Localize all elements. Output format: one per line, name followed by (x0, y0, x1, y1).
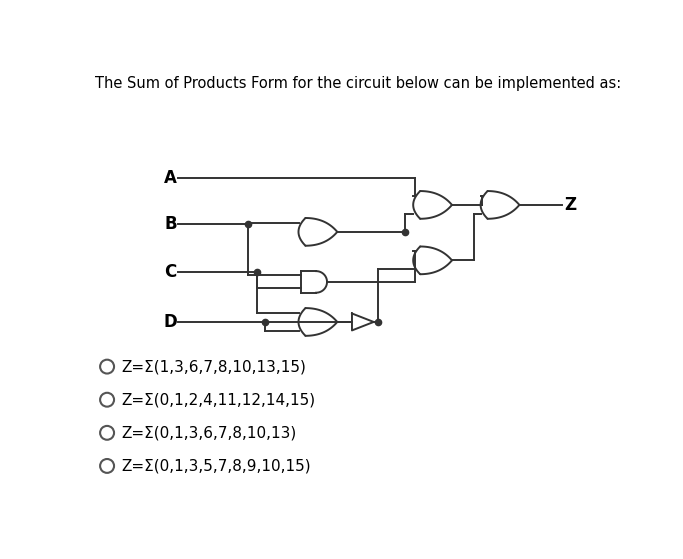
Text: B: B (164, 215, 177, 233)
Text: Z=Σ(0,1,3,5,7,8,9,10,15): Z=Σ(0,1,3,5,7,8,9,10,15) (121, 458, 311, 473)
Text: Z: Z (564, 196, 576, 214)
Text: Z=Σ(0,1,3,6,7,8,10,13): Z=Σ(0,1,3,6,7,8,10,13) (121, 425, 296, 440)
Text: Z=Σ(1,3,6,7,8,10,13,15): Z=Σ(1,3,6,7,8,10,13,15) (121, 359, 306, 374)
Text: Z=Σ(0,1,2,4,11,12,14,15): Z=Σ(0,1,2,4,11,12,14,15) (121, 392, 315, 407)
Text: The Sum of Products Form for the circuit below can be implemented as:: The Sum of Products Form for the circuit… (95, 77, 621, 91)
Text: C: C (165, 263, 177, 281)
Text: D: D (163, 313, 177, 331)
Text: A: A (164, 169, 177, 187)
